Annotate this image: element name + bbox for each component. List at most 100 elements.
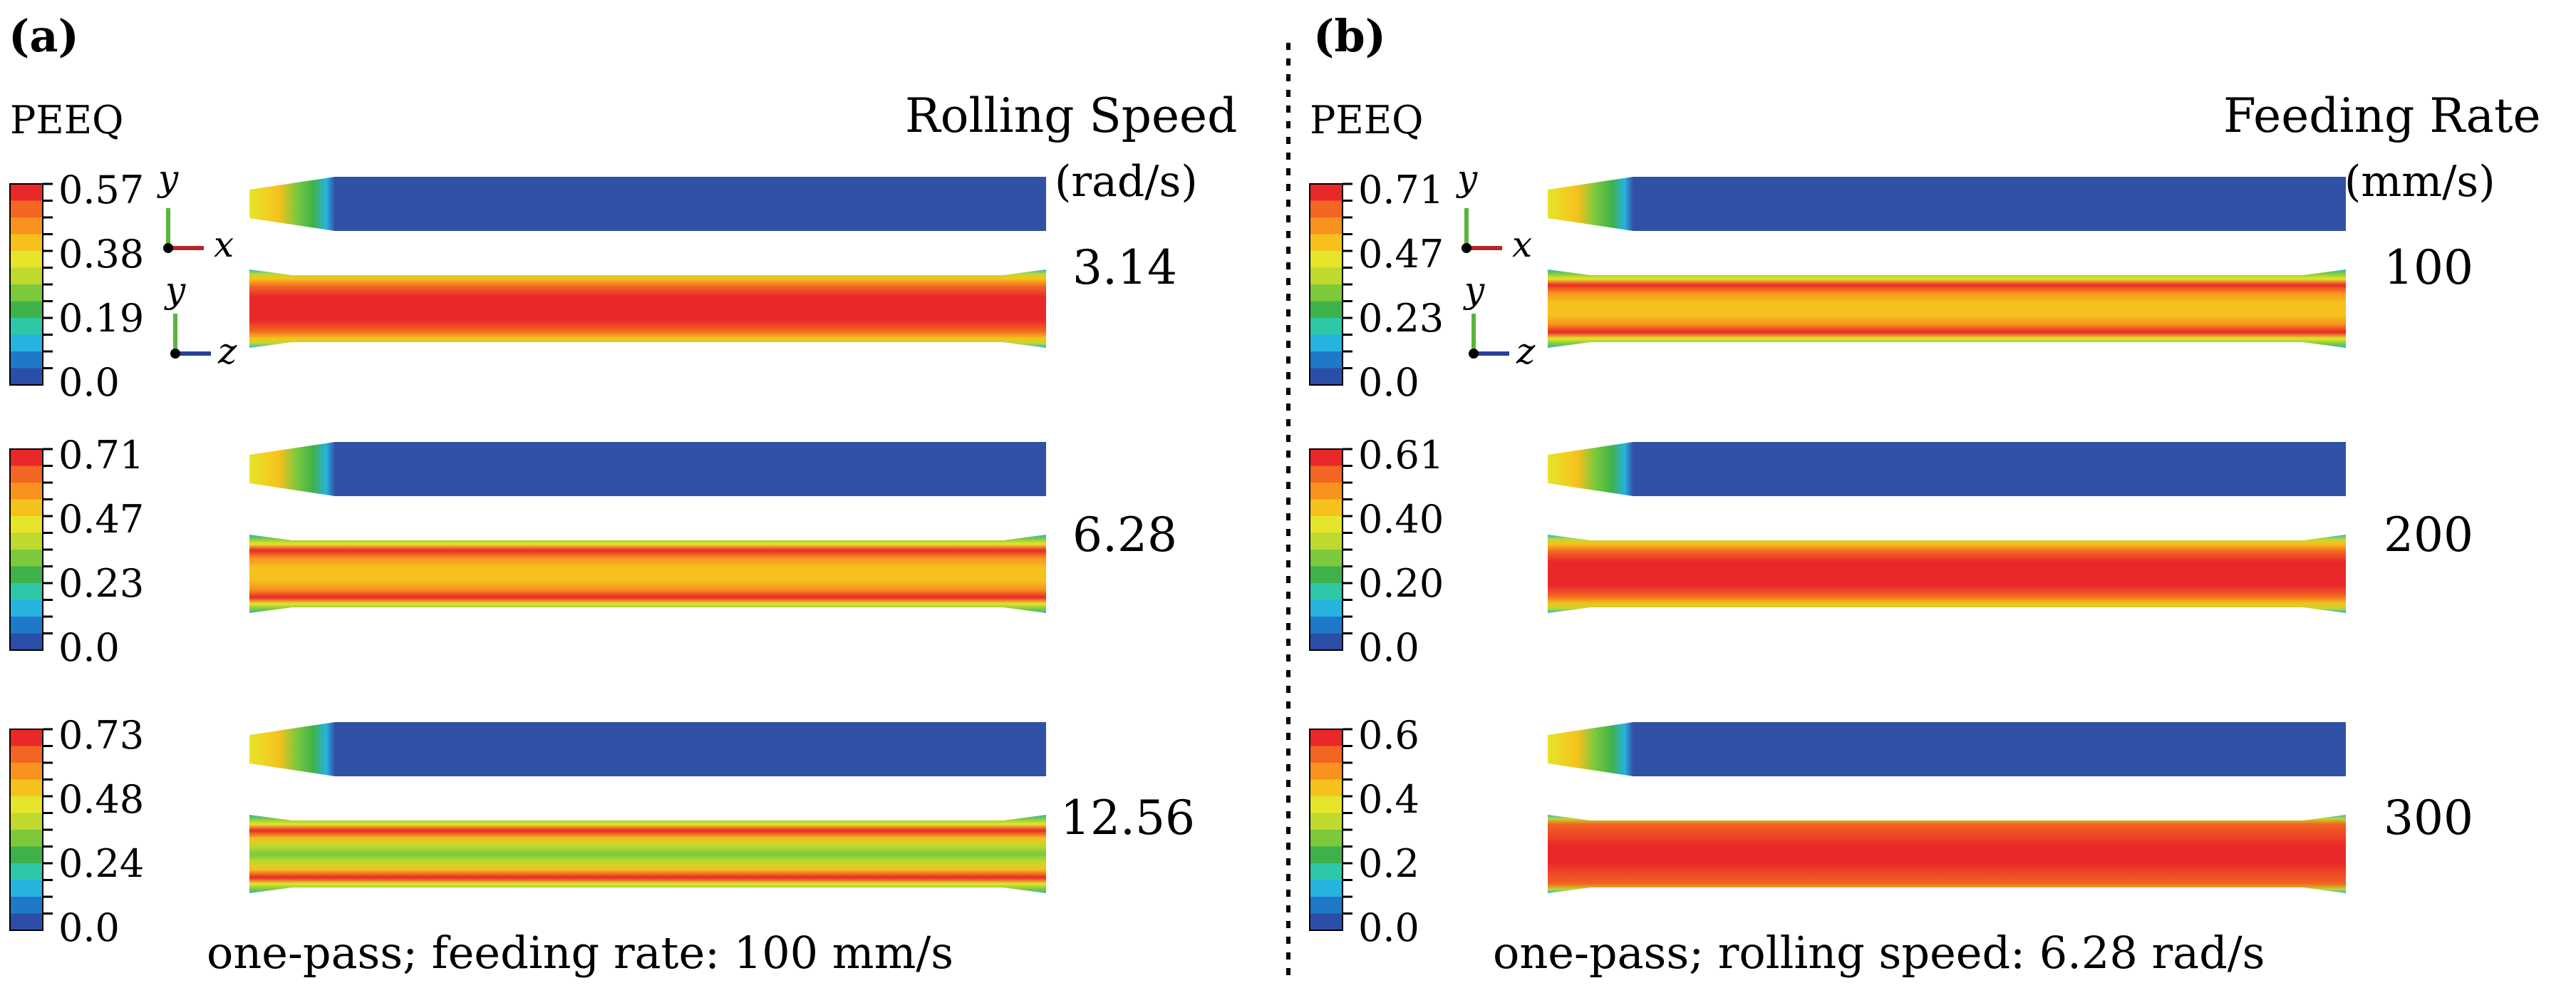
tick-a2-2: 0.23: [58, 561, 145, 606]
colorbar-band-1-0-6: [1310, 284, 1343, 302]
row-value-a-1: 3.14: [1072, 240, 1177, 295]
axis-label-z-b: z: [1516, 331, 1536, 372]
tick-b2-1: 0.40: [1358, 497, 1444, 542]
tick-a3-1: 0.48: [58, 777, 145, 822]
colorbar-frame-0-2: [9, 729, 43, 931]
row-value-b-3: 300: [2384, 791, 2473, 845]
row-value-a-3: 12.56: [1060, 791, 1195, 845]
axis-label-y-a1: y: [158, 158, 179, 199]
colorbar-band-1-1-4: [1310, 516, 1343, 533]
colorbar-band-1-2-10: [1310, 897, 1343, 914]
tick-b1-2: 0.23: [1358, 296, 1444, 341]
tick-a3-3: 0.0: [58, 905, 120, 950]
peeq-label-b: PEEQ: [1310, 98, 1424, 143]
colorbar-band-1-2-7: [1310, 846, 1343, 864]
triad-origin-1-1: [1462, 243, 1471, 253]
colorbar-band-0-1-0: [10, 449, 43, 466]
rod-body-0-2: [335, 722, 1046, 776]
colorbar-band-1-1-0: [1310, 449, 1343, 466]
caption-a: one-pass; feeding rate: 100 mm/s: [207, 927, 954, 979]
tick-a2-1: 0.47: [58, 497, 145, 542]
cross-section-1-1: [1548, 535, 2346, 613]
tick-a2-3: 0.0: [58, 625, 120, 670]
colorbar-band-0-1-6: [10, 550, 43, 567]
axis-label-x-a: x: [214, 224, 234, 265]
colorbar-band-1-2-1: [1310, 746, 1343, 763]
tick-b3-3: 0.0: [1358, 905, 1419, 950]
colorbar-band-0-2-8: [10, 863, 43, 880]
tick-b2-2: 0.20: [1358, 561, 1444, 606]
colorbar-band-0-1-9: [10, 600, 43, 617]
colorbar-band-1-0-11: [1310, 368, 1343, 386]
axis-label-x-b: x: [1512, 224, 1533, 265]
row-value-b-2: 200: [2384, 508, 2473, 562]
colorbar-band-1-1-5: [1310, 532, 1343, 550]
colorbar-band-1-0-10: [1310, 351, 1343, 369]
colorbar-band-1-2-5: [1310, 813, 1343, 830]
colorbar-band-1-0-7: [1310, 301, 1343, 319]
axis-label-y-a2: y: [165, 269, 186, 311]
colorbar-band-0-2-10: [10, 897, 43, 914]
colorbar-band-0-2-7: [10, 846, 43, 864]
colorbar-band-1-1-10: [1310, 617, 1343, 634]
tick-a3-2: 0.24: [58, 841, 145, 886]
rod-tip-1-0: [1548, 177, 1633, 231]
tick-b3-2: 0.2: [1358, 841, 1419, 886]
axis-label-y-b2: y: [1464, 269, 1485, 311]
colorbar-band-1-2-0: [1310, 729, 1343, 746]
triad-origin-2-0: [170, 349, 180, 359]
tick-a2-0: 0.71: [58, 433, 145, 478]
rod-body-1-1: [1633, 442, 2346, 496]
tick-b1-1: 0.47: [1358, 232, 1444, 277]
param-unit-a: (rad/s): [1055, 157, 1198, 207]
tick-a1-1: 0.38: [58, 232, 145, 277]
rod-tip-1-1: [1548, 442, 1633, 496]
tick-a1-2: 0.19: [58, 296, 145, 341]
colorbar-band-1-2-8: [1310, 863, 1343, 880]
row-value-b-1: 100: [2384, 240, 2473, 295]
tick-b2-0: 0.61: [1358, 433, 1444, 478]
colorbar-band-0-0-10: [10, 351, 43, 369]
rod-body-1-0: [1633, 177, 2346, 231]
colorbar-band-1-1-2: [1310, 483, 1343, 500]
colorbar-band-0-2-1: [10, 746, 43, 763]
param-title-a: Rolling Speed: [905, 88, 1238, 143]
colorbar-band-1-0-8: [1310, 318, 1343, 335]
colorbar-band-0-2-11: [10, 913, 43, 931]
colorbar-band-1-1-11: [1310, 633, 1343, 651]
colorbar-band-0-0-0: [10, 184, 43, 201]
colorbar-band-1-0-9: [1310, 334, 1343, 352]
colorbar-band-0-0-4: [10, 251, 43, 268]
rod-body-0-1: [335, 442, 1046, 496]
colorbar-band-0-1-7: [10, 566, 43, 584]
cross-section-0-0: [249, 269, 1046, 348]
colorbar-band-1-0-5: [1310, 267, 1343, 285]
colorbar-frame-1-2: [1309, 729, 1343, 931]
colorbar-band-0-0-9: [10, 334, 43, 352]
rod-tip-1-2: [1548, 722, 1633, 776]
colorbar-band-1-1-8: [1310, 583, 1343, 600]
tick-b3-1: 0.4: [1358, 777, 1419, 822]
rod-tip-0-1: [249, 442, 335, 496]
caption-b: one-pass; rolling speed: 6.28 rad/s: [1493, 927, 2265, 979]
colorbar-band-1-2-2: [1310, 763, 1343, 780]
colorbar-band-1-1-1: [1310, 465, 1343, 483]
colorbar-frame-1-1: [1309, 448, 1343, 651]
colorbar-frame-0-0: [9, 183, 43, 386]
colorbar-band-0-1-3: [10, 499, 43, 517]
colorbar-band-1-1-6: [1310, 550, 1343, 567]
rod-tip-0-2: [249, 722, 335, 776]
colorbar-band-0-0-3: [10, 234, 43, 252]
colorbar-band-0-2-6: [10, 830, 43, 847]
colorbar-band-1-1-9: [1310, 600, 1343, 617]
colorbar-band-1-2-6: [1310, 830, 1343, 847]
tick-a1-0: 0.57: [58, 168, 145, 212]
triad-origin-2-1: [1469, 349, 1479, 359]
colorbar-band-0-1-2: [10, 483, 43, 500]
colorbar-band-0-1-8: [10, 583, 43, 600]
colorbar-band-0-2-0: [10, 729, 43, 746]
rod-tip-0-0: [249, 177, 335, 231]
colorbar-band-0-2-3: [10, 779, 43, 797]
colorbar-band-0-0-6: [10, 284, 43, 302]
